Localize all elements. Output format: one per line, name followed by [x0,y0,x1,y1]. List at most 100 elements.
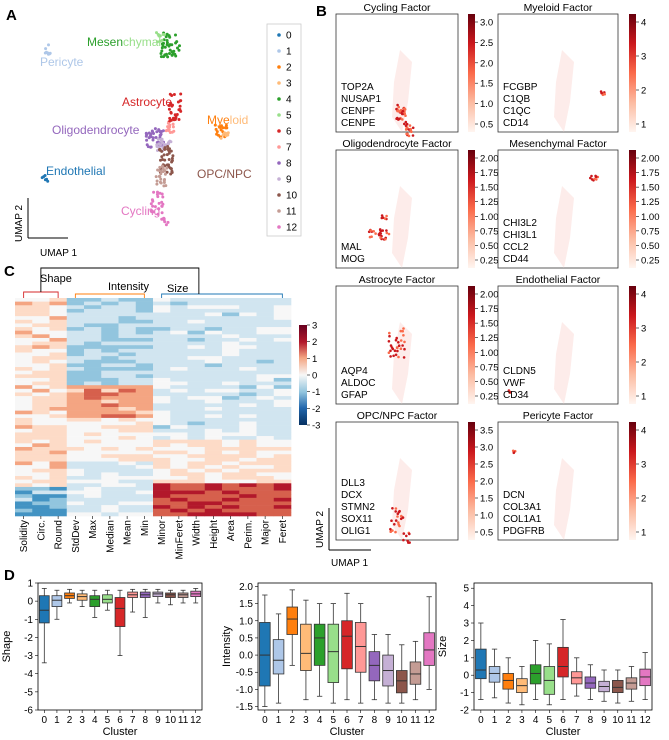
x-axis-label: Cluster [330,726,365,738]
heatmap-cell [239,414,257,419]
heatmap-cell [118,439,137,444]
heatmap-cell [84,377,102,382]
box-cluster-1 [51,595,63,607]
heatmap-cell [49,392,68,397]
heatmap-cell [49,316,68,321]
heatmap-cell [153,465,171,470]
factor-colorbar [468,150,475,268]
heatmap-cell [153,417,171,422]
umap-point [171,116,175,120]
heatmap-cell [153,486,171,491]
heatmap-cell [84,359,102,364]
heatmap-cell [153,512,171,517]
heatmap-cell [187,359,206,364]
heatmap-cell [118,512,137,517]
factor-hot-point [397,344,401,348]
heatmap-cell [32,352,50,357]
heatmap-cell [84,436,102,440]
heatmap-cell [187,432,206,437]
heatmap-cell [101,483,119,488]
x-axis-label: Cluster [103,726,138,738]
heatmap-cell [135,327,154,331]
y-tick-label: 4 [463,601,469,612]
heatmap-cell [66,363,85,368]
heatmap-cell [32,414,50,419]
heatmap-cell [32,385,50,390]
heatmap-cell [204,432,223,437]
heatmap-cell [66,494,85,499]
heatmap-cell [273,436,292,440]
heatmap-cell [153,497,171,502]
heatmap-cell [135,367,154,371]
heatmap-cell [84,388,102,393]
heatmap-colorbar-tick-label: 1 [312,354,317,365]
legend-label-0: 0 [286,31,292,42]
heatmap-cell [66,319,85,324]
heatmap-cell [222,305,240,310]
box-cluster-3 [300,623,312,671]
heatmap-column-label: Major [261,519,272,545]
heatmap-cell [101,337,119,342]
heatmap-cell [187,494,206,499]
heatmap-cell [84,370,102,375]
factor-hot-point [508,390,512,394]
umap-point [177,108,181,112]
heatmap-cell [49,334,68,339]
umap-point [155,182,159,186]
heatmap-cell [256,337,275,342]
panel-letter-a: A [6,7,17,24]
heatmap-cell [66,305,85,310]
legend-label-7: 7 [286,143,292,154]
x-tick-label: 10 [165,715,177,726]
heatmap-cell [239,457,257,462]
heatmap-cell [66,327,85,331]
x-tick-label: 2 [67,715,73,726]
y-tick-label: 1.5 [239,599,253,610]
heatmap-cell [101,428,119,433]
factor-hot-point [403,340,406,344]
heatmap-cell [135,341,154,346]
umap-cluster-plot: UMAP 1 UMAP 2 Mesenchymal Pericyte Astro… [14,23,302,259]
heatmap-cell [153,308,171,313]
heatmap-cell [84,472,102,477]
heatmap-cell [15,377,33,382]
heatmap-cell [84,446,102,451]
umap-point [160,149,164,153]
heatmap-cell [32,399,50,404]
factor-hot-point [399,329,403,333]
factor-hot-point [387,340,391,343]
heatmap-cell [84,334,102,339]
heatmap-cell [135,414,154,419]
umap-point [176,100,180,104]
colorbar-tick-label: 0.75 [641,226,660,237]
heatmap-cell [239,337,257,342]
heatmap-cell [222,392,240,397]
y-axis-label: Intensity [221,626,233,667]
heatmap-cell [239,476,257,480]
heatmap-cell [84,417,102,422]
umap-point [215,132,219,136]
heatmap-cell [84,450,102,455]
factor-hot-point [374,232,377,235]
heatmap-cell [187,396,206,401]
heatmap-cell [153,439,171,444]
heatmap-cell [101,512,119,517]
x-tick-label: 7 [574,715,580,726]
umap-point [162,41,165,45]
heatmap-cell [204,461,223,466]
heatmap-cell [256,465,275,470]
heatmap-cell [101,381,119,386]
x-tick-label: 2 [289,715,295,726]
label-mesenchymal: Mesenchymal [87,35,161,49]
heatmap-cell [256,374,275,379]
heatmap-cell [204,505,223,510]
heatmap-cell [49,505,68,510]
heatmap-cell [15,443,33,448]
factor-hot-point [399,517,403,521]
heatmap-cell [32,345,50,350]
heatmap-cell [66,465,85,470]
factor-background-cells [392,322,412,404]
umap-point [172,129,176,133]
heatmap-cell [204,421,223,426]
heatmap-cell [153,479,171,484]
